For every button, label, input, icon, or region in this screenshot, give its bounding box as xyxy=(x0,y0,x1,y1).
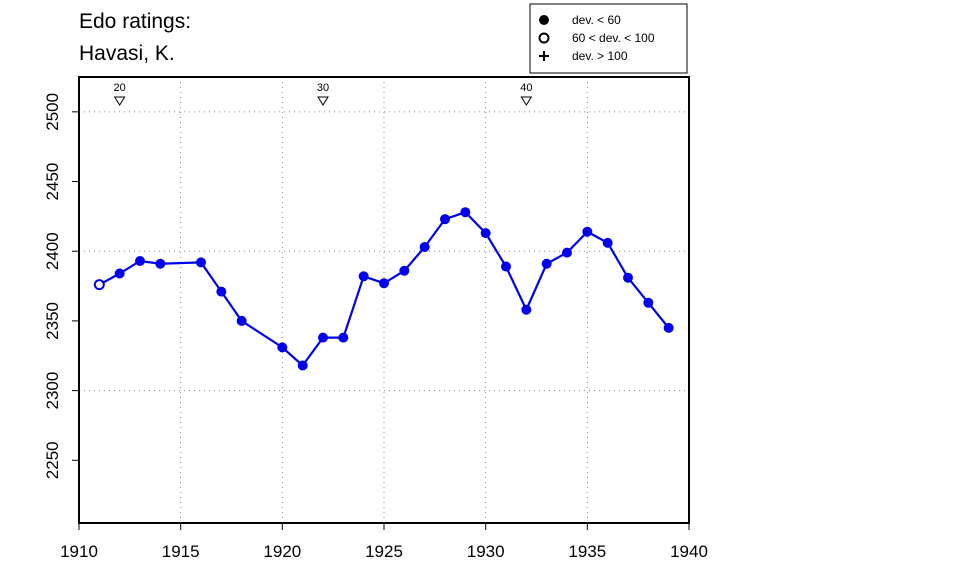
y-tick-label: 2500 xyxy=(43,93,62,131)
legend-box xyxy=(529,3,688,74)
legend-label: 60 < dev. < 100 xyxy=(572,31,655,45)
data-point xyxy=(623,272,633,283)
data-point xyxy=(155,258,166,269)
age-markers: 20 30 40 xyxy=(113,82,533,106)
data-point xyxy=(480,228,491,239)
data-point xyxy=(318,332,328,343)
data-point xyxy=(643,297,654,308)
y-tick-label: 2250 xyxy=(43,441,62,479)
data-point xyxy=(541,258,552,269)
data-point xyxy=(379,278,389,289)
legend-label: dev. < 60 xyxy=(572,13,621,27)
y-axis: 2250 2300 2350 2400 2450 2500 xyxy=(43,93,79,479)
grid-layer xyxy=(79,77,689,523)
data-point xyxy=(582,226,593,237)
data-point xyxy=(114,268,125,279)
age-marker-triangle xyxy=(317,96,329,106)
data-point xyxy=(135,255,145,266)
age-marker-triangle xyxy=(520,96,533,106)
data-point xyxy=(440,214,450,225)
age-marker-triangle xyxy=(113,96,126,106)
legend: dev. < 60 60 < dev. < 100 dev. > 100 xyxy=(529,3,688,74)
data-point xyxy=(399,265,410,276)
data-point xyxy=(419,242,430,253)
data-point xyxy=(460,207,471,218)
data-point xyxy=(562,247,572,258)
x-tick-label: 1930 xyxy=(467,542,505,561)
y-tick-label: 2350 xyxy=(43,302,62,340)
data-point xyxy=(501,261,511,272)
age-marker-label: 30 xyxy=(317,82,329,94)
data-point xyxy=(196,257,206,268)
x-tick-label: 1925 xyxy=(365,542,403,561)
legend-symbol-open xyxy=(538,32,550,44)
data-point xyxy=(277,342,288,353)
data-point xyxy=(663,322,674,333)
age-marker-label: 40 xyxy=(520,82,532,94)
data-point xyxy=(216,286,227,297)
age-marker-label: 20 xyxy=(114,82,126,94)
plot-frame xyxy=(78,76,690,524)
data-point xyxy=(297,360,308,371)
legend-symbol-filled xyxy=(539,15,549,25)
x-tick-label: 1910 xyxy=(60,542,98,561)
chart-title-line-1: Edo ratings: xyxy=(79,10,192,33)
x-axis: 1910 1915 1920 1925 1930 1935 1940 xyxy=(60,523,708,561)
y-tick-label: 2300 xyxy=(43,372,62,410)
data-point-open xyxy=(93,279,105,291)
data-point xyxy=(338,332,349,343)
y-tick-label: 2450 xyxy=(43,163,62,201)
data-point xyxy=(358,271,369,282)
x-tick-label: 1915 xyxy=(162,542,200,561)
data-point xyxy=(602,237,613,248)
legend-label: dev. > 100 xyxy=(572,49,628,63)
legend-symbol-plus xyxy=(539,51,549,61)
x-tick-label: 1920 xyxy=(263,542,301,561)
x-tick-label: 1935 xyxy=(568,542,606,561)
chart-title-line-2: Havasi, K. xyxy=(79,42,175,65)
data-point xyxy=(521,304,532,315)
x-tick-label: 1940 xyxy=(670,542,708,561)
data-point xyxy=(236,315,247,326)
series-layer xyxy=(93,207,674,371)
y-tick-label: 2400 xyxy=(43,232,62,270)
